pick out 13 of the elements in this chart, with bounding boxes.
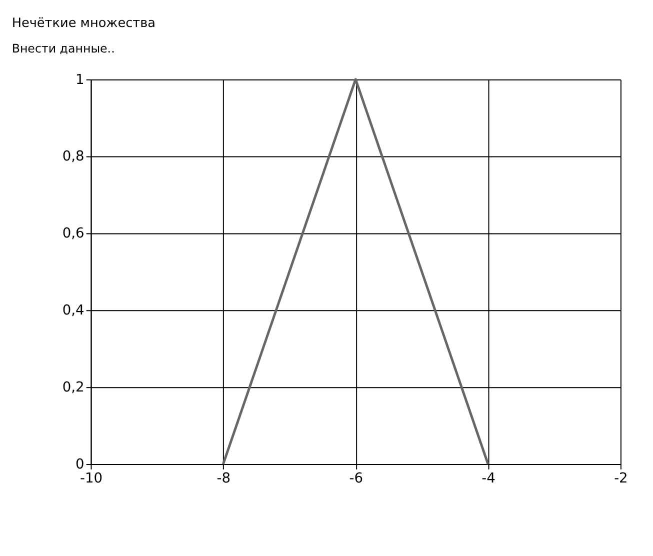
x-tick-label: -4 <box>482 470 496 486</box>
y-tick-label: 1 <box>76 72 84 88</box>
y-tick-label: 0,8 <box>62 148 84 165</box>
x-tick-label: -8 <box>216 470 231 486</box>
chart-title: Нечёткие множества <box>12 16 156 32</box>
y-tick-label: 0 <box>76 456 84 472</box>
x-tick-label: -10 <box>80 470 103 486</box>
y-tick-label: 0,4 <box>62 302 84 319</box>
x-tick-label: -2 <box>614 470 628 486</box>
y-tick-label: 0,6 <box>62 226 84 242</box>
y-tick-label: 0,2 <box>62 380 84 396</box>
chart-subtitle: Внести данные.. <box>12 42 115 56</box>
x-tick-label: -6 <box>349 470 363 486</box>
